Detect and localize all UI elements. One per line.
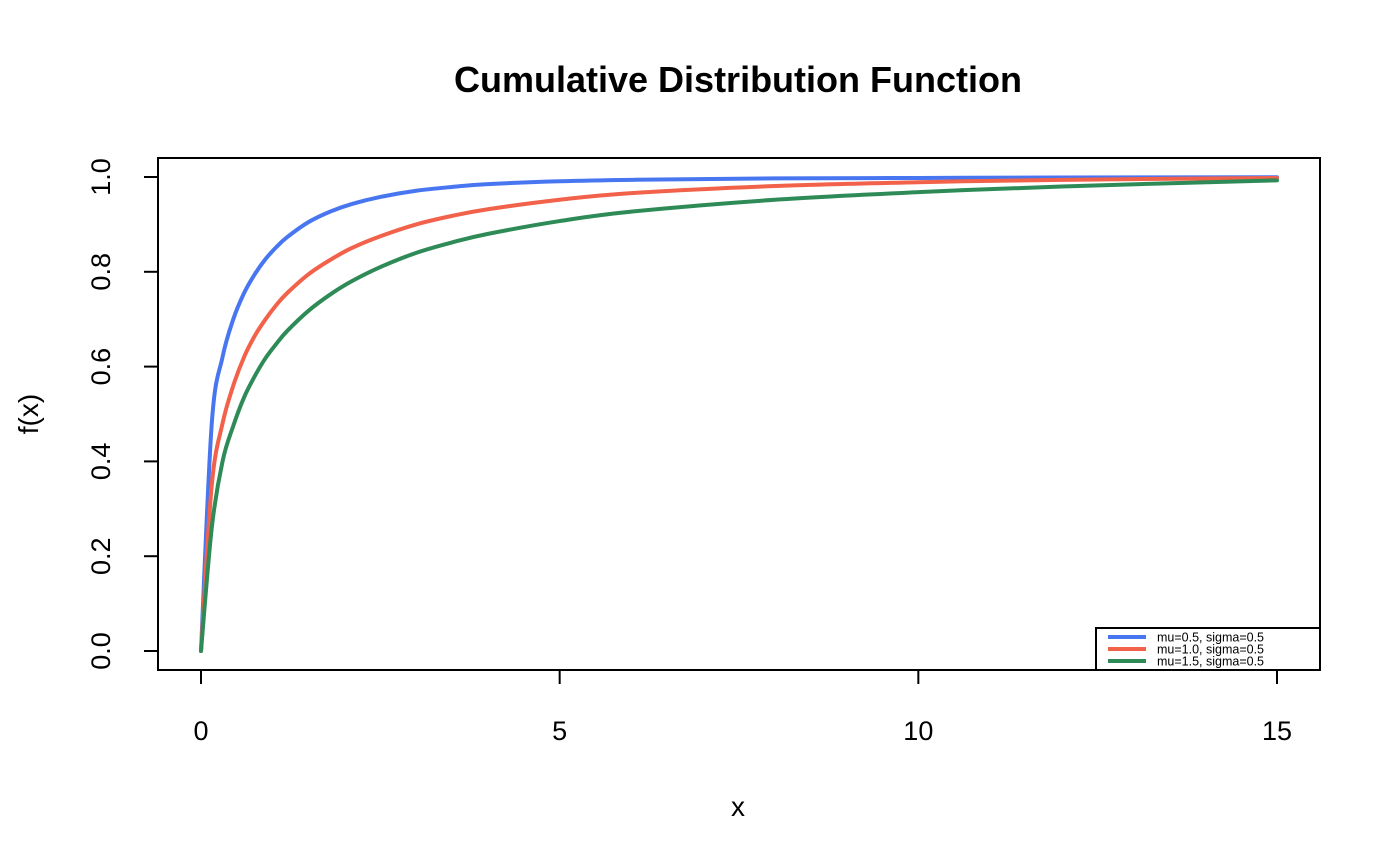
y-tick-label: 0.8 (86, 253, 116, 291)
legend-box (1095, 627, 1321, 671)
y-tick-label: 1.0 (86, 158, 116, 196)
x-tick-label: 15 (1262, 716, 1292, 746)
y-tick-label: 0.2 (86, 537, 116, 575)
series-layer (199, 175, 1279, 653)
x-tick-label: 10 (903, 716, 933, 746)
series-line-1 (199, 175, 1279, 653)
series-line-2 (199, 175, 1279, 653)
legend-label: mu=0.5, sigma=0.5 (1157, 631, 1264, 645)
legend-label: mu=1.0, sigma=0.5 (1157, 643, 1264, 657)
x-tick-label: 5 (552, 716, 567, 746)
y-axis-label: f(x) (13, 394, 44, 434)
x-axis-label: x (731, 791, 745, 822)
legend: mu=0.5, sigma=0.5mu=1.0, sigma=0.5mu=1.5… (1095, 627, 1321, 671)
series-line-3 (199, 178, 1279, 653)
y-tick-label: 0.4 (86, 443, 116, 481)
x-axis: 0 5 10 15 (193, 669, 1292, 746)
legend-label: mu=1.5, sigma=0.5 (1157, 655, 1264, 669)
y-axis: 0.0 0.2 0.4 0.6 0.8 1.0 (86, 158, 159, 670)
y-tick-label: 0.6 (86, 348, 116, 386)
x-tick-label: 0 (193, 716, 208, 746)
plot-frame (157, 157, 1321, 671)
y-tick-label: 0.0 (86, 632, 116, 670)
chart-title: Cumulative Distribution Function (454, 59, 1022, 100)
